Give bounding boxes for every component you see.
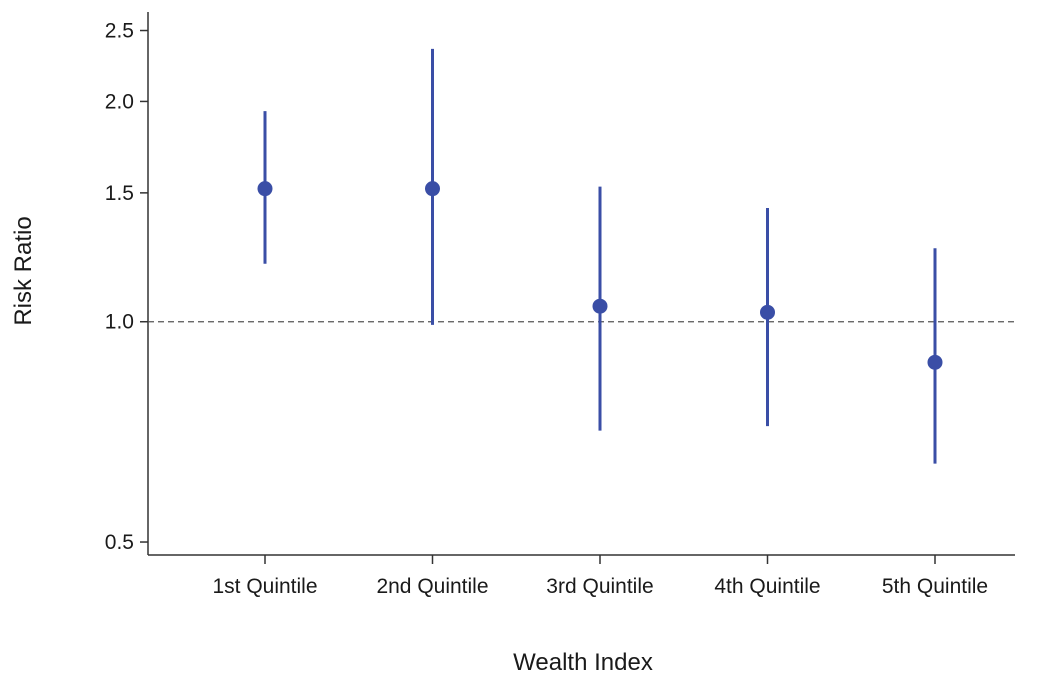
point-estimate — [425, 181, 440, 197]
y-tick-label: 2.5 — [105, 20, 134, 43]
x-tick-label: 2nd Quintile — [376, 575, 488, 598]
x-tick-label: 4th Quintile — [714, 575, 820, 598]
point-estimate — [927, 354, 943, 370]
y-tick-label: 2.0 — [105, 90, 134, 113]
x-tick-label: 5th Quintile — [882, 575, 988, 598]
point-estimate — [760, 304, 775, 320]
tick-labels: 0.5 1.0 1.5 2.0 2.5 1st Quintile 2nd Quintile 3… — [105, 20, 988, 598]
point-estimate — [592, 298, 608, 314]
axes — [140, 12, 1015, 564]
point-estimate — [257, 181, 273, 197]
y-tick-label: 0.5 — [105, 531, 134, 554]
y-axis-title: Risk Ratio — [10, 216, 37, 325]
x-axis-title: Wealth Index — [513, 649, 653, 676]
y-tick-label: 1.5 — [105, 182, 134, 205]
y-tick-label: 1.0 — [105, 311, 134, 334]
x-tick-label: 3rd Quintile — [546, 575, 653, 598]
series-group — [257, 48, 943, 464]
x-tick-label: 1st Quintile — [212, 575, 317, 598]
